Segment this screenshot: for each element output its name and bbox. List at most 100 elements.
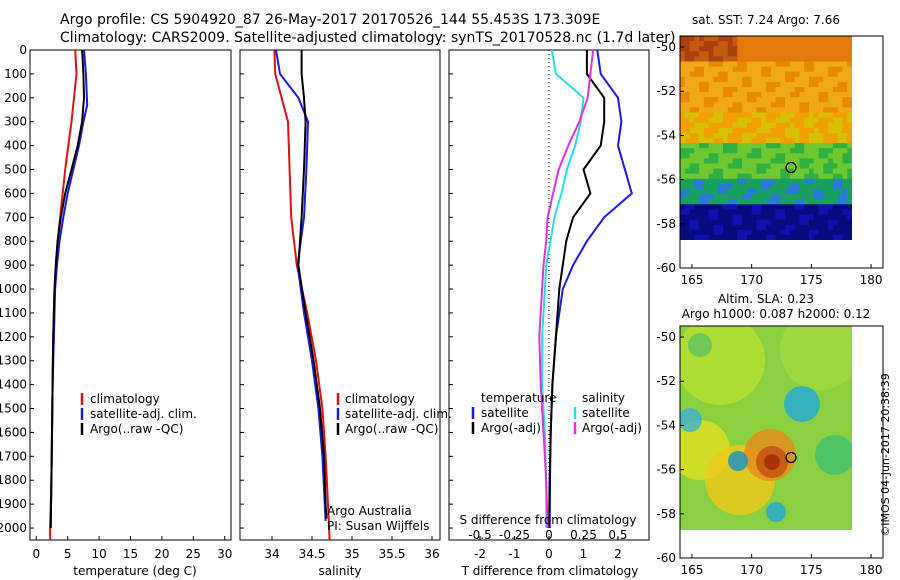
difference-legend: temperature satellite Argo(-adj) salinit… [471,391,642,435]
sst-cell [780,189,786,195]
sst-cell [689,41,695,47]
sst-cell [723,219,729,226]
sst-cell [713,199,719,205]
sst-cell [713,138,719,144]
sst-cell [828,36,834,42]
sst-cell [703,102,710,108]
sst-cell [742,183,748,190]
sst-cell [761,61,767,67]
sst-cell [689,214,695,220]
sst-cell [680,97,686,103]
sst-cell [847,153,852,159]
sst-cell [694,158,700,164]
sst-cell [832,199,839,205]
sst-cell [713,76,719,83]
sst-cell [703,194,710,200]
sst-cell [713,143,719,149]
sst-cell [718,189,724,195]
sst-cell [789,173,796,180]
sst-cell [742,148,748,154]
sst-cell [794,178,800,185]
sst-cell [785,173,791,180]
sst-cell [694,66,700,73]
sst-cell [699,97,705,103]
sst-cell [703,148,710,154]
sst-cell [694,163,700,169]
sst-cell [761,127,767,134]
sst-cell [847,163,852,169]
sst-cell [775,148,781,154]
sst-cell [775,87,781,93]
sst-cell [684,87,690,93]
sst-cell [746,204,753,210]
sst-cell [785,122,791,129]
sst-cell [809,153,815,159]
sst-cell [746,219,753,226]
sst-cell [718,132,724,139]
sla-feature [815,435,852,475]
sst-cell [794,148,800,154]
sst-cell [823,214,829,220]
sst-cell [751,87,757,93]
sst-cell [723,168,729,175]
sst-cell [823,229,829,236]
sst-cell [708,173,714,180]
legend-label-t-argo: Argo(-adj) [481,421,541,435]
sst-cell [780,127,786,134]
sst-cell [813,209,819,215]
sst-cell [809,204,815,210]
sst-cell [761,148,767,154]
sst-cell [794,61,800,67]
sst-cell [689,199,695,205]
sst-cell [718,36,724,42]
sst-cell [770,148,776,154]
sst-cell [813,234,819,240]
sst-cell [703,81,710,88]
sst-cell [809,143,815,149]
sst-cell [708,51,714,57]
sst-cell [751,214,757,220]
sst-cell [756,127,762,134]
sst-cell [680,107,686,113]
sst-cell [775,46,781,52]
sst-cell [770,204,776,210]
sst-cell [799,92,805,98]
sst-cell [775,178,781,185]
sst-cell [813,51,819,57]
float-position-marker [785,161,797,174]
sst-cell [756,122,762,129]
sst-cell [837,143,843,149]
sst-cell [828,234,834,240]
sst-cell [780,117,786,124]
sst-cell [799,81,805,88]
sst-cell [818,138,824,144]
sst-cell [794,117,800,124]
sla-map-frame [679,325,884,559]
sst-cell [699,214,705,220]
sst-cell [689,92,695,98]
sst-cell [708,36,714,42]
sst-cell [799,209,805,215]
sst-cell [809,97,815,103]
sst-cell [694,127,700,134]
sst-cell [756,219,762,226]
sst-cell [832,214,839,220]
sst-cell [832,189,839,195]
sst-cell [832,138,839,144]
sst-cell [794,158,800,164]
sst-cell [785,178,791,185]
sst-cell [780,87,786,93]
sst-cell [799,61,805,67]
sst-cell [737,189,743,195]
sst-cell [689,127,695,134]
sst-cell [804,102,810,108]
sst-cell [780,199,786,205]
sst-cell [718,71,724,78]
sst-cell [809,199,815,205]
sst-cell [703,204,710,210]
sst-map-title: sat. SST: 7.24 Argo: 7.66 [692,13,840,27]
sst-cell [775,204,781,210]
sst-cell [689,51,695,57]
sst-cell [766,46,772,52]
